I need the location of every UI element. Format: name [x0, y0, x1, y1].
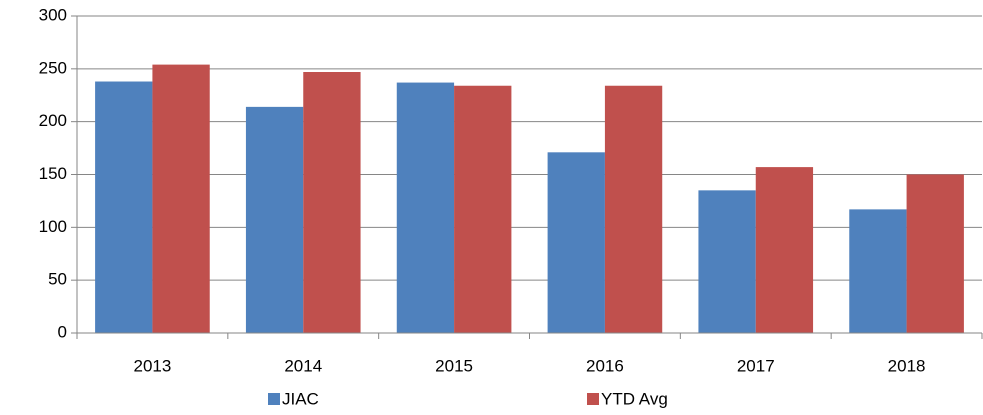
y-tick-label: 50: [48, 270, 67, 289]
y-tick-label: 250: [39, 58, 67, 77]
x-tick-label: 2014: [284, 356, 322, 375]
y-tick-label: 200: [39, 111, 67, 130]
bar: [849, 209, 907, 333]
bar: [95, 81, 153, 333]
bar: [245, 106, 304, 333]
legend-swatch: [268, 393, 280, 405]
y-tick-label: 150: [39, 164, 67, 183]
bar: [698, 190, 756, 333]
x-tick-label: 2013: [134, 356, 172, 375]
legend-swatch: [587, 393, 599, 405]
bar: [396, 82, 455, 333]
x-tick-label: 2018: [888, 356, 926, 375]
y-tick-label: 100: [39, 217, 67, 236]
legend-label: YTD Avg: [601, 389, 668, 408]
bar: [454, 85, 512, 334]
bar: [604, 85, 663, 334]
x-tick-label: 2017: [737, 356, 775, 375]
bar: [303, 72, 361, 334]
y-tick-label: 0: [58, 322, 67, 341]
bar: [755, 167, 814, 333]
bar: [152, 64, 210, 334]
y-tick-label: 300: [39, 5, 67, 24]
x-tick-label: 2015: [435, 356, 473, 375]
legend-label: JIAC: [282, 389, 319, 408]
bar: [906, 174, 964, 333]
bar: [547, 152, 605, 333]
x-tick-label: 2016: [586, 356, 624, 375]
